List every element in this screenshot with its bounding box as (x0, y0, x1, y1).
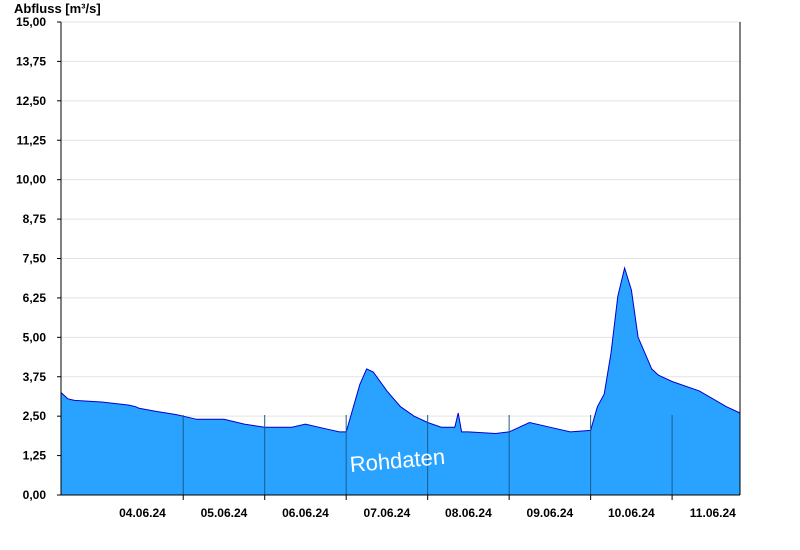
y-tick-label: 6,25 (23, 291, 47, 305)
x-tick-labels: 04.06.24 05.06.24 06.06.24 07.06.24 08.06.24… (119, 495, 736, 520)
y-tick-labels: 0,00 1,25 2,50 3,75 5,00 6,25 7,50 8,75 10,00 11,… (16, 15, 61, 502)
y-tick-label: 0,00 (23, 488, 47, 502)
y-tick-label: 2,50 (23, 409, 47, 423)
x-tick-label: 08.06.24 (445, 506, 492, 520)
x-tick-label: 09.06.24 (527, 506, 574, 520)
day-dividers (182, 415, 673, 495)
y-tick-label: 15,00 (16, 15, 46, 29)
x-tick-label: 04.06.24 (119, 506, 166, 520)
y-tick-label: 12,50 (16, 94, 46, 108)
x-tick-label: 06.06.24 (282, 506, 329, 520)
y-tick-label: 7,50 (23, 252, 47, 266)
y-tick-label: 11,25 (17, 133, 47, 147)
x-tick-label: 11.06.24 (690, 506, 736, 520)
y-tick-label: 8,75 (23, 212, 47, 226)
y-tick-label: 10,00 (16, 173, 46, 187)
y-tick-label: 3,75 (23, 370, 47, 384)
discharge-area (61, 268, 740, 495)
y-tick-label: 5,00 (23, 330, 47, 344)
y-axis-title: Abfluss [m³/s] (14, 1, 101, 16)
x-tick-label: 05.06.24 (201, 506, 248, 520)
x-tick-label: 10.06.24 (608, 506, 655, 520)
y-tick-label: 13,75 (16, 54, 46, 68)
y-tick-label: 1,25 (23, 449, 47, 463)
x-tick-label: 07.06.24 (364, 506, 411, 520)
